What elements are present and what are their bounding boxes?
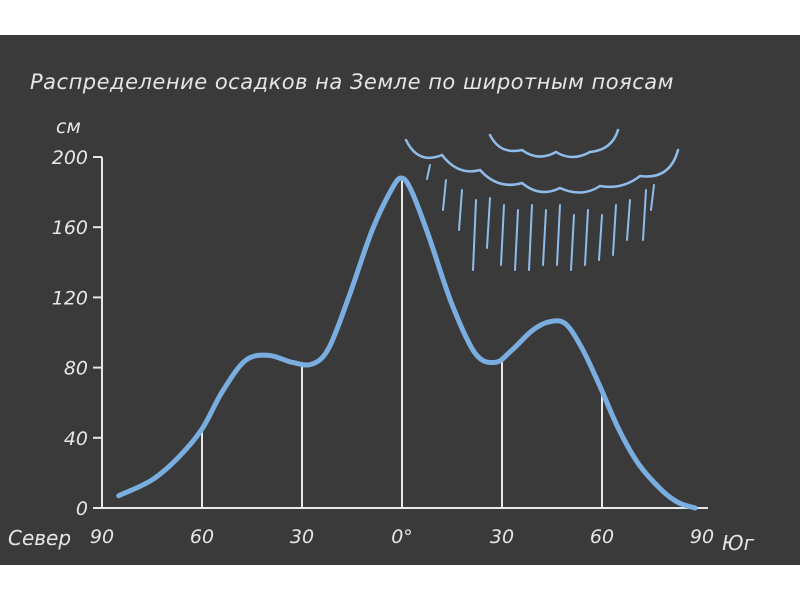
chart-title: Распределение осадков на Земле по широтн…: [30, 70, 674, 94]
latitude-drop-lines: [201, 178, 603, 508]
rain-streak: [612, 204, 617, 256]
y-tick-label: 80: [64, 358, 88, 380]
y-tick-label: 0: [76, 498, 88, 520]
y-tick-label: 200: [52, 147, 88, 169]
y-axis-unit-label: см: [56, 116, 81, 138]
rain-streak: [570, 214, 575, 271]
rain-streak: [650, 184, 655, 211]
rain-cloud-decoration: [404, 128, 680, 271]
y-tick-label: 160: [52, 217, 88, 239]
rain-icon: [426, 164, 655, 271]
rain-streak: [626, 199, 631, 241]
north-direction-label: Север: [8, 526, 71, 550]
rain-streak: [426, 164, 431, 180]
rain-streak: [528, 204, 533, 271]
y-tick-label: 40: [64, 428, 88, 450]
chart-axes: [101, 157, 708, 509]
rain-streak: [584, 209, 589, 266]
x-tick-label: 30: [290, 526, 314, 548]
cloud-icon: [404, 138, 680, 194]
rain-streak: [556, 204, 561, 266]
y-tick-label: 120: [52, 287, 88, 309]
x-tick-label: 90: [690, 526, 714, 548]
rain-streak: [458, 189, 463, 231]
x-tick-label: 30: [490, 526, 514, 548]
x-tick-label: 60: [590, 526, 614, 548]
rain-streak: [542, 209, 547, 266]
x-tick-label: 60: [190, 526, 214, 548]
x-axis-ticks: 90 60 30 0° 30 60 90: [90, 526, 714, 548]
precipitation-series-line: [116, 175, 698, 511]
rain-streak: [500, 204, 505, 266]
rain-streak: [442, 179, 447, 211]
x-tick-label: 0°: [391, 526, 413, 548]
rain-streak: [514, 209, 519, 271]
rain-streak: [642, 189, 647, 241]
cloud-icon: [488, 128, 620, 159]
rain-streak: [472, 199, 477, 271]
x-tick-label: 90: [90, 526, 114, 548]
rain-streak: [486, 197, 491, 249]
chart-background: [0, 35, 800, 565]
rain-streak: [598, 214, 603, 261]
south-direction-label: Юг: [722, 531, 755, 555]
y-axis-ticks: 0 40 80 120 160 200: [52, 147, 102, 520]
